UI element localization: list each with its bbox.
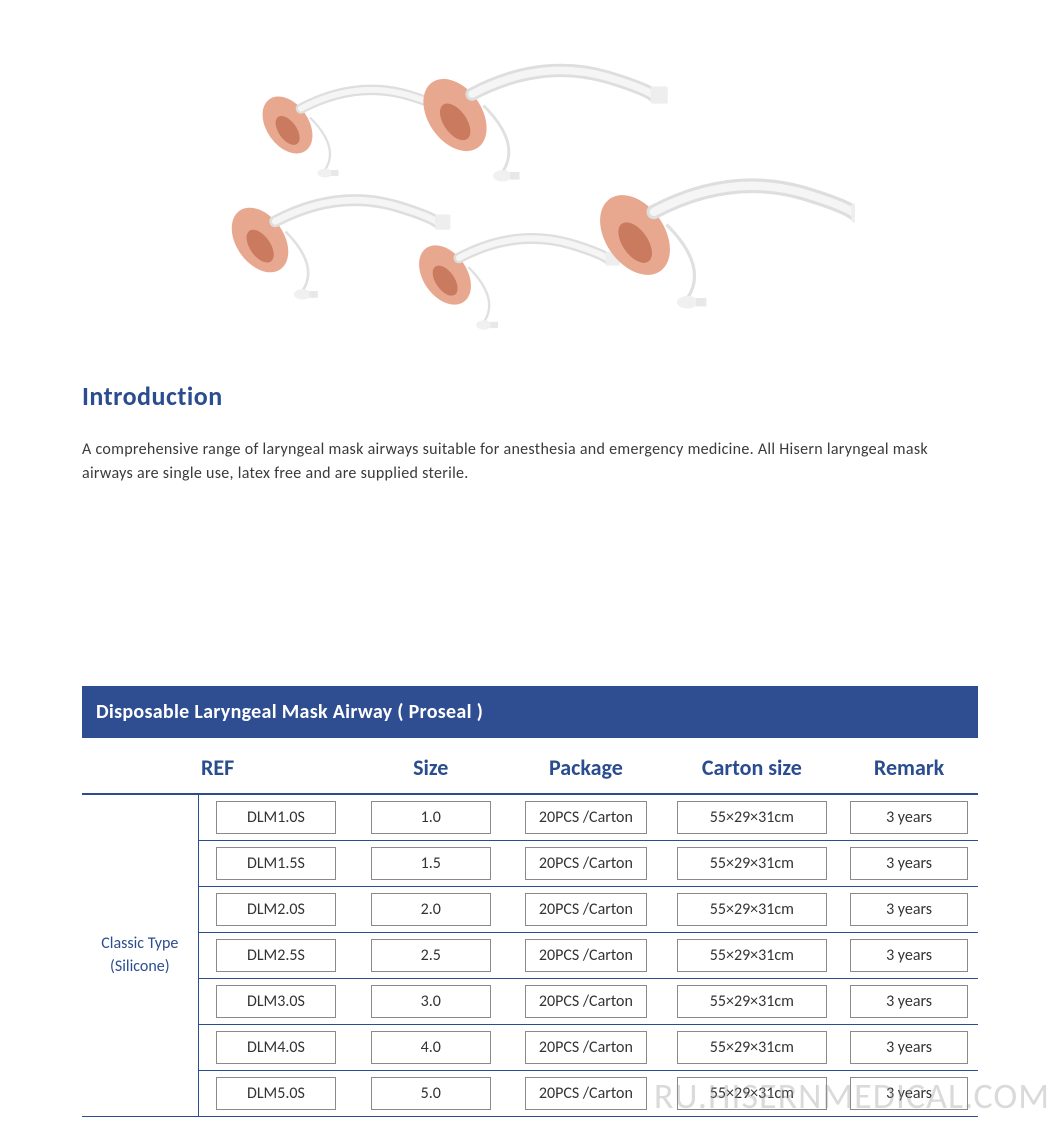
cell-size: 4.0 — [353, 1025, 508, 1071]
cell-size: 3.0 — [353, 979, 508, 1025]
cell-value: 20PCS /Carton — [525, 1031, 647, 1064]
cell-carton: 55×29×31cm — [664, 794, 841, 841]
cell-value: 5.0 — [371, 1077, 491, 1110]
cell-carton: 55×29×31cm — [664, 887, 841, 933]
cell-remark: 3 years — [840, 1071, 978, 1117]
cell-remark: 3 years — [840, 841, 978, 887]
cell-size: 1.0 — [353, 794, 508, 841]
cell-value: 20PCS /Carton — [525, 801, 647, 834]
cell-size: 2.5 — [353, 933, 508, 979]
cell-package: 20PCS /Carton — [508, 979, 663, 1025]
cell-value: 3 years — [850, 801, 968, 834]
cell-value: 3 years — [850, 847, 968, 880]
col-header-carton: Carton size — [664, 744, 841, 794]
cell-value: 3 years — [850, 939, 968, 972]
cell-ref: DLM5.0S — [198, 1071, 353, 1117]
table-header-row: REF Size Package Carton size Remark — [82, 744, 978, 794]
table-row: DLM4.0S 4.0 20PCS /Carton 55×29×31cm 3 years — [82, 1025, 978, 1071]
col-header-size: Size — [353, 744, 508, 794]
cell-remark: 3 years — [840, 979, 978, 1025]
type-cell: Classic Type(Silicone) — [82, 794, 198, 1117]
cell-value: 55×29×31cm — [677, 801, 827, 834]
cell-value: 55×29×31cm — [677, 1077, 827, 1110]
cell-value: 55×29×31cm — [677, 847, 827, 880]
cell-value: DLM3.0S — [216, 985, 336, 1018]
table-row: Classic Type(Silicone)DLM1.0S1.020PCS /C… — [82, 794, 978, 841]
cell-value: 20PCS /Carton — [525, 1077, 647, 1110]
table-row: DLM3.0S 3.0 20PCS /Carton 55×29×31cm 3 years — [82, 979, 978, 1025]
cell-value: 1.5 — [371, 847, 491, 880]
cell-value: 3 years — [850, 985, 968, 1018]
cell-value: 55×29×31cm — [677, 893, 827, 926]
cell-ref: DLM2.0S — [198, 887, 353, 933]
cell-value: 2.0 — [371, 893, 491, 926]
cell-value: DLM2.5S — [216, 939, 336, 972]
cell-size: 5.0 — [353, 1071, 508, 1117]
cell-remark: 3 years — [840, 794, 978, 841]
cell-value: DLM4.0S — [216, 1031, 336, 1064]
cell-ref: DLM4.0S — [198, 1025, 353, 1071]
cell-value: DLM1.0S — [216, 801, 336, 834]
cell-value: 55×29×31cm — [677, 939, 827, 972]
cell-ref: DLM1.0S — [198, 794, 353, 841]
introduction-heading: Introduction — [82, 380, 978, 412]
table-row: DLM2.0S 2.0 20PCS /Carton 55×29×31cm 3 years — [82, 887, 978, 933]
cell-value: DLM2.0S — [216, 893, 336, 926]
cell-package: 20PCS /Carton — [508, 887, 663, 933]
cell-value: DLM5.0S — [216, 1077, 336, 1110]
introduction-text: A comprehensive range of laryngeal mask … — [82, 438, 978, 486]
cell-carton: 55×29×31cm — [664, 1025, 841, 1071]
cell-value: 3 years — [850, 893, 968, 926]
col-header-ref: REF — [82, 744, 353, 794]
cell-package: 20PCS /Carton — [508, 794, 663, 841]
cell-value: 3 years — [850, 1077, 968, 1110]
cell-package: 20PCS /Carton — [508, 1071, 663, 1117]
cell-value: 4.0 — [371, 1031, 491, 1064]
cell-size: 2.0 — [353, 887, 508, 933]
table-row: DLM1.5S 1.5 20PCS /Carton 55×29×31cm 3 years — [82, 841, 978, 887]
cell-remark: 3 years — [840, 887, 978, 933]
cell-value: 3 years — [850, 1031, 968, 1064]
cell-value: 2.5 — [371, 939, 491, 972]
cell-ref: DLM3.0S — [198, 979, 353, 1025]
cell-value: DLM1.5S — [216, 847, 336, 880]
table-row: DLM2.5S 2.5 20PCS /Carton 55×29×31cm 3 years — [82, 933, 978, 979]
cell-remark: 3 years — [840, 933, 978, 979]
cell-remark: 3 years — [840, 1025, 978, 1071]
cell-value: 55×29×31cm — [677, 985, 827, 1018]
cell-value: 55×29×31cm — [677, 1031, 827, 1064]
cell-value: 3.0 — [371, 985, 491, 1018]
cell-ref: DLM1.5S — [198, 841, 353, 887]
cell-package: 20PCS /Carton — [508, 933, 663, 979]
cell-value: 20PCS /Carton — [525, 985, 647, 1018]
cell-package: 20PCS /Carton — [508, 1025, 663, 1071]
spec-table: REF Size Package Carton size Remark Clas… — [82, 744, 978, 1117]
cell-package: 20PCS /Carton — [508, 841, 663, 887]
cell-value: 20PCS /Carton — [525, 893, 647, 926]
product-photo — [205, 20, 855, 340]
table-row: DLM5.0S 5.0 20PCS /Carton 55×29×31cm 3 years — [82, 1071, 978, 1117]
cell-size: 1.5 — [353, 841, 508, 887]
col-header-package: Package — [508, 744, 663, 794]
cell-carton: 55×29×31cm — [664, 979, 841, 1025]
col-header-remark: Remark — [840, 744, 978, 794]
cell-carton: 55×29×31cm — [664, 841, 841, 887]
cell-value: 20PCS /Carton — [525, 939, 647, 972]
cell-carton: 55×29×31cm — [664, 1071, 841, 1117]
cell-carton: 55×29×31cm — [664, 933, 841, 979]
cell-value: 1.0 — [371, 801, 491, 834]
table-title: Disposable Laryngeal Mask Airway ( Prose… — [82, 686, 978, 738]
cell-value: 20PCS /Carton — [525, 847, 647, 880]
cell-ref: DLM2.5S — [198, 933, 353, 979]
